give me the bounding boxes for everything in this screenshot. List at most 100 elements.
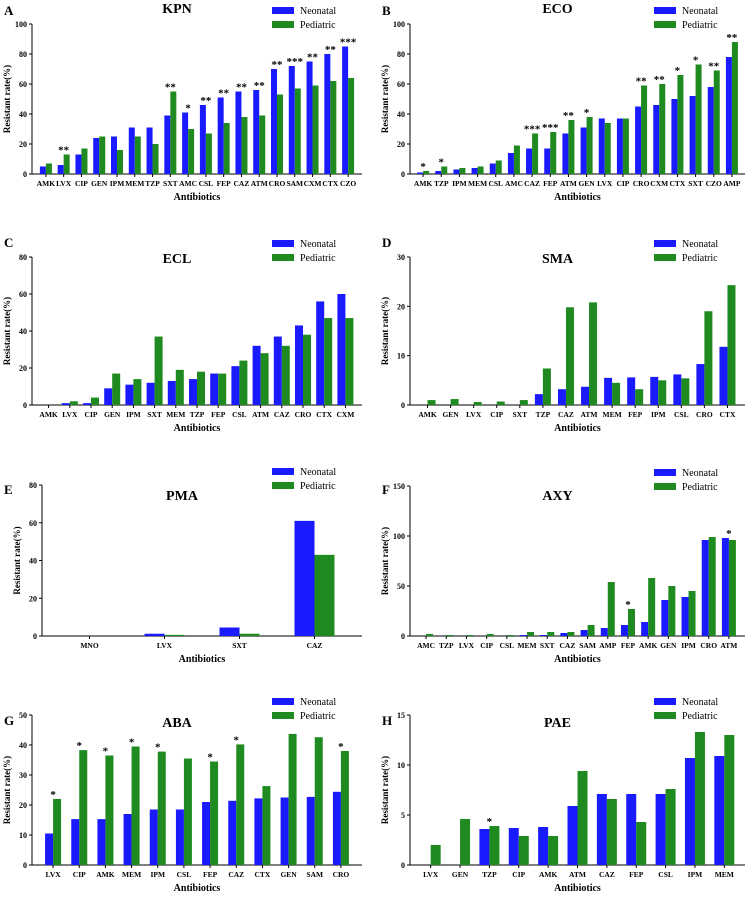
bar-pediatric bbox=[239, 633, 260, 636]
significance-marker: ** bbox=[236, 82, 248, 94]
y-tick-label: 50 bbox=[19, 711, 27, 720]
y-tick-label: 60 bbox=[19, 290, 27, 299]
y-tick-label: 40 bbox=[29, 557, 37, 566]
chart-panel-b: B ECO Neonatal Pediatric 0 20 40 60 80 100 Resista… bbox=[380, 2, 745, 203]
x-tick-label: AMK bbox=[96, 870, 114, 879]
bar-pediatric bbox=[636, 822, 647, 865]
bar-neonatal bbox=[520, 635, 528, 636]
x-tick-label: IPM bbox=[681, 641, 696, 650]
bar-pediatric bbox=[441, 166, 448, 174]
bar-neonatal bbox=[562, 133, 569, 174]
bar-pediatric bbox=[45, 163, 52, 174]
bar-neonatal bbox=[580, 630, 588, 636]
bar-neonatal bbox=[294, 520, 315, 636]
significance-marker: ** bbox=[307, 52, 319, 64]
y-tick-label: 100 bbox=[393, 20, 405, 29]
x-tick-label: IPM bbox=[452, 179, 467, 188]
bar-neonatal bbox=[417, 172, 424, 174]
x-tick-label: CAZ bbox=[234, 179, 250, 188]
bar-neonatal bbox=[721, 538, 729, 636]
bar-neonatal bbox=[435, 171, 442, 174]
legend-label-pediatric: Pediatric bbox=[682, 253, 718, 264]
x-tick-label: FEP bbox=[211, 410, 226, 419]
x-tick-label: SXT bbox=[163, 179, 178, 188]
x-tick-label: GEN bbox=[452, 870, 469, 879]
x-tick-label: CIP bbox=[490, 410, 503, 419]
legend-label-pediatric: Pediatric bbox=[682, 482, 718, 493]
x-tick-label: AMK bbox=[639, 641, 657, 650]
bar-neonatal bbox=[271, 69, 277, 174]
bar-neonatal bbox=[144, 633, 165, 636]
legend-label-pediatric: Pediatric bbox=[300, 253, 336, 264]
x-tick-label: GEN bbox=[280, 870, 297, 879]
x-tick-label: CIP bbox=[73, 870, 86, 879]
bar-neonatal bbox=[125, 384, 134, 405]
y-tick-label: 100 bbox=[15, 20, 27, 29]
y-tick-label: 60 bbox=[19, 80, 27, 89]
bar-pediatric bbox=[513, 145, 520, 174]
bar-pediatric bbox=[303, 334, 311, 405]
legend-swatch-neonatal bbox=[654, 469, 676, 476]
bar-pediatric bbox=[568, 120, 575, 174]
x-tick-label: CIP bbox=[75, 179, 88, 188]
bar-neonatal bbox=[626, 794, 637, 865]
x-tick-label: GEN bbox=[578, 179, 595, 188]
bar-pediatric bbox=[81, 148, 88, 174]
x-tick-label: CSL bbox=[674, 410, 689, 419]
bar-pediatric bbox=[477, 166, 484, 174]
bar-neonatal bbox=[182, 112, 189, 174]
x-tick-label: IPM bbox=[110, 179, 125, 188]
x-tick-label: SXT bbox=[540, 641, 555, 650]
chart-title: AXY bbox=[542, 489, 572, 504]
bar-pediatric bbox=[241, 117, 248, 174]
y-tick-label: 0 bbox=[23, 401, 27, 410]
bar-pediatric bbox=[312, 85, 319, 174]
bar-pediatric bbox=[550, 132, 557, 174]
bar-pediatric bbox=[91, 397, 99, 405]
bar-pediatric bbox=[154, 336, 163, 405]
x-tick-label: LVX bbox=[423, 870, 439, 879]
x-tick-label: MEM bbox=[125, 179, 144, 188]
legend-swatch-pediatric bbox=[654, 483, 676, 490]
bar-pediatric bbox=[486, 634, 494, 636]
bar-neonatal bbox=[280, 797, 289, 865]
legend-swatch-pediatric bbox=[272, 254, 294, 261]
x-tick-label: FEP bbox=[621, 641, 636, 650]
y-axis-label: Resistant rate(%) bbox=[2, 65, 12, 133]
x-tick-label: LVX bbox=[597, 179, 613, 188]
bar-neonatal bbox=[671, 99, 678, 174]
bar-pediatric bbox=[239, 360, 248, 405]
significance-marker: * bbox=[487, 816, 493, 828]
bar-pediatric bbox=[112, 373, 121, 405]
x-tick-label: CRO bbox=[633, 179, 650, 188]
bar-neonatal bbox=[83, 403, 91, 405]
x-tick-label: CSL bbox=[177, 870, 192, 879]
y-tick-label: 20 bbox=[397, 302, 405, 311]
bar-pediatric bbox=[635, 389, 644, 405]
significance-marker: ** bbox=[654, 74, 666, 86]
x-axis-label: Antibiotics bbox=[179, 654, 226, 665]
bar-pediatric bbox=[69, 401, 78, 405]
x-tick-label: CZO bbox=[340, 179, 356, 188]
bar-neonatal bbox=[235, 91, 242, 174]
panel-letter: B bbox=[382, 3, 391, 18]
bar-pediatric bbox=[473, 402, 482, 405]
significance-marker: * bbox=[439, 157, 445, 169]
bar-pediatric bbox=[506, 635, 514, 636]
x-tick-label: SXT bbox=[513, 410, 528, 419]
x-axis-label: Antibiotics bbox=[554, 654, 601, 665]
bar-pediatric bbox=[731, 42, 738, 174]
legend-swatch-neonatal bbox=[272, 468, 294, 475]
bar-neonatal bbox=[217, 97, 224, 174]
y-tick-label: 40 bbox=[19, 741, 27, 750]
x-tick-label: TZP bbox=[190, 410, 205, 419]
bar-pediatric bbox=[117, 150, 123, 174]
bar-neonatal bbox=[253, 90, 260, 174]
bar-pediatric bbox=[450, 399, 459, 405]
chart-panel-f: F AXY Neonatal Pediatric 0 50 100 150 Resistant … bbox=[380, 468, 745, 665]
bar-pediatric bbox=[205, 133, 212, 174]
bar-neonatal bbox=[231, 366, 240, 405]
x-tick-label: SXT bbox=[147, 410, 162, 419]
bar-pediatric bbox=[164, 634, 185, 636]
bar-pediatric bbox=[542, 368, 551, 405]
